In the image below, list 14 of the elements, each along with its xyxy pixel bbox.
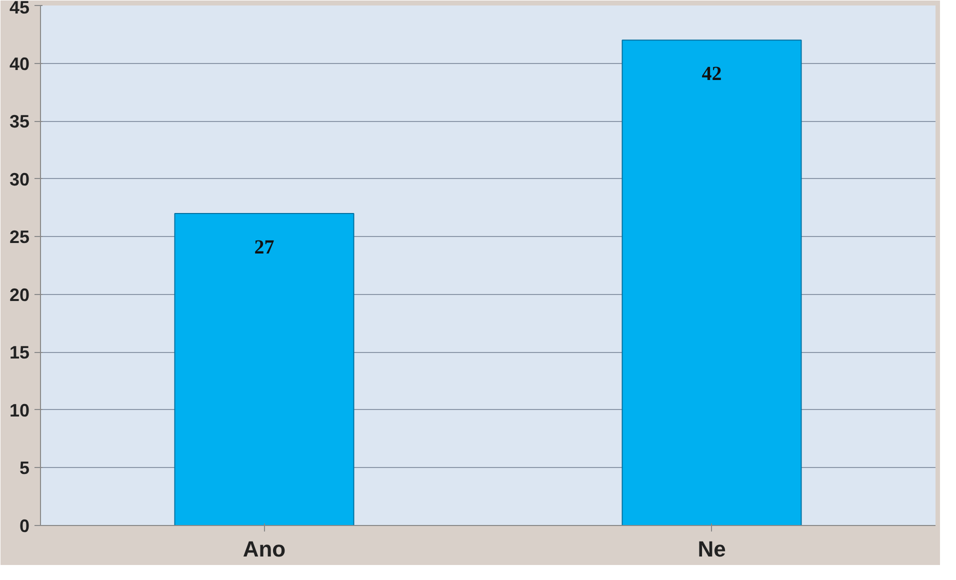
y-tick-label: 30	[9, 169, 30, 190]
x-tick-label: Ne	[698, 536, 726, 562]
y-tick-label: 5	[19, 458, 30, 478]
y-tick-label: 40	[9, 54, 30, 74]
x-tick-label: Ano	[242, 536, 286, 562]
y-tick-label: 20	[9, 284, 30, 305]
y-tick-label: 25	[9, 227, 30, 248]
data-label: 42	[702, 63, 722, 86]
y-tick-label: 10	[9, 400, 30, 420]
y-tick-label: 45	[9, 0, 30, 18]
y-tick-label: 0	[19, 516, 30, 536]
data-label: 27	[254, 236, 274, 258]
y-tick-label: 35	[9, 112, 30, 132]
y-tick-label: 15	[9, 342, 30, 363]
